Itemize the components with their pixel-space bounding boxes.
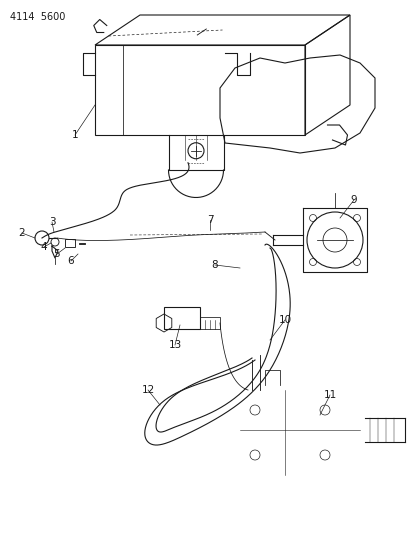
Text: 8: 8	[212, 260, 218, 270]
Text: 4114  5600: 4114 5600	[10, 12, 65, 22]
Text: 3: 3	[49, 217, 55, 227]
Bar	[65, 239, 75, 247]
Bar	[164, 307, 200, 329]
Text: 4: 4	[41, 242, 47, 252]
Text: 10: 10	[278, 315, 292, 325]
Text: 13: 13	[169, 340, 182, 350]
Text: 11: 11	[324, 390, 337, 400]
Bar	[200, 317, 220, 329]
Text: 5: 5	[54, 249, 60, 259]
Text: 1: 1	[72, 130, 78, 140]
Text: 12: 12	[142, 385, 155, 395]
Text: 7: 7	[207, 215, 213, 225]
Text: 9: 9	[351, 195, 357, 205]
Text: 6: 6	[68, 256, 74, 266]
Text: 2: 2	[19, 228, 25, 238]
